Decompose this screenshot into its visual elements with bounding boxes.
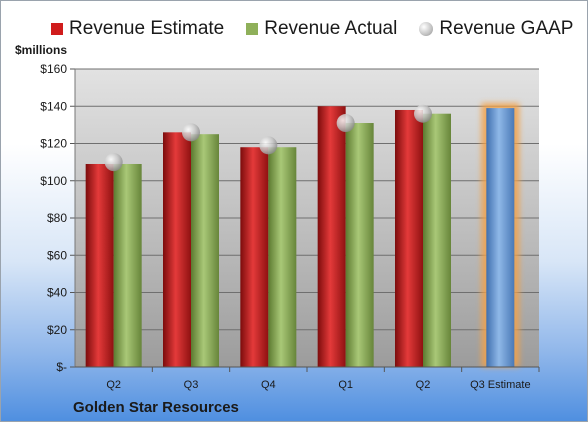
bar-q3-estimate xyxy=(486,108,515,368)
bar-revenue-actual xyxy=(268,147,297,367)
y-tick-label: $60 xyxy=(47,248,67,262)
y-tick-label: $- xyxy=(56,360,67,374)
x-tick-label: Q3 xyxy=(184,379,199,391)
legend-swatch-gaap xyxy=(419,22,434,36)
legend-label-estimate: Revenue Estimate xyxy=(69,18,225,39)
legend-item-estimate: Revenue Estimate xyxy=(51,18,224,40)
y-axis-units-label: $millions xyxy=(15,43,68,57)
y-tick-label: $100 xyxy=(40,174,67,188)
bar-revenue-actual xyxy=(191,134,219,367)
y-tick-label: $120 xyxy=(40,137,67,151)
bar-revenue-estimate xyxy=(317,106,346,367)
legend-swatch-actual xyxy=(246,23,259,35)
x-tick-label: Q1 xyxy=(338,379,353,391)
company-name: Golden Star Resources xyxy=(73,399,239,416)
bar-revenue-estimate xyxy=(163,132,191,367)
x-tick-label: Q2 xyxy=(416,379,431,391)
y-tick-label: $20 xyxy=(47,323,67,337)
legend-item-gaap: Revenue GAAP xyxy=(419,18,573,40)
marker-revenue-gaap xyxy=(104,153,123,172)
bar-revenue-actual xyxy=(113,163,142,367)
chart-legend: Revenue Estimate Revenue Actual Revenue … xyxy=(51,17,573,41)
y-tick-label: $80 xyxy=(47,211,67,225)
legend-label-gaap: Revenue GAAP xyxy=(439,18,574,39)
y-tick-label: $140 xyxy=(40,99,67,113)
marker-revenue-gaap xyxy=(414,104,432,123)
bar-revenue-actual xyxy=(423,113,451,367)
bar-revenue-actual xyxy=(345,123,374,367)
legend-item-actual: Revenue Actual xyxy=(246,18,397,40)
bar-revenue-estimate xyxy=(85,163,114,367)
marker-revenue-gaap xyxy=(182,123,200,142)
y-tick-label: $160 xyxy=(40,62,67,76)
legend-label-actual: Revenue Actual xyxy=(264,18,398,39)
bar-revenue-estimate xyxy=(395,109,423,367)
y-tick-label: $40 xyxy=(47,286,67,300)
x-tick-label: Q4 xyxy=(261,379,276,391)
x-tick-label: Q2 xyxy=(106,379,121,391)
x-tick-label: Q3 Estimate xyxy=(470,379,531,391)
legend-swatch-estimate xyxy=(51,23,63,35)
marker-revenue-gaap xyxy=(336,114,355,133)
marker-revenue-gaap xyxy=(259,136,278,155)
bar-revenue-estimate xyxy=(240,147,269,367)
